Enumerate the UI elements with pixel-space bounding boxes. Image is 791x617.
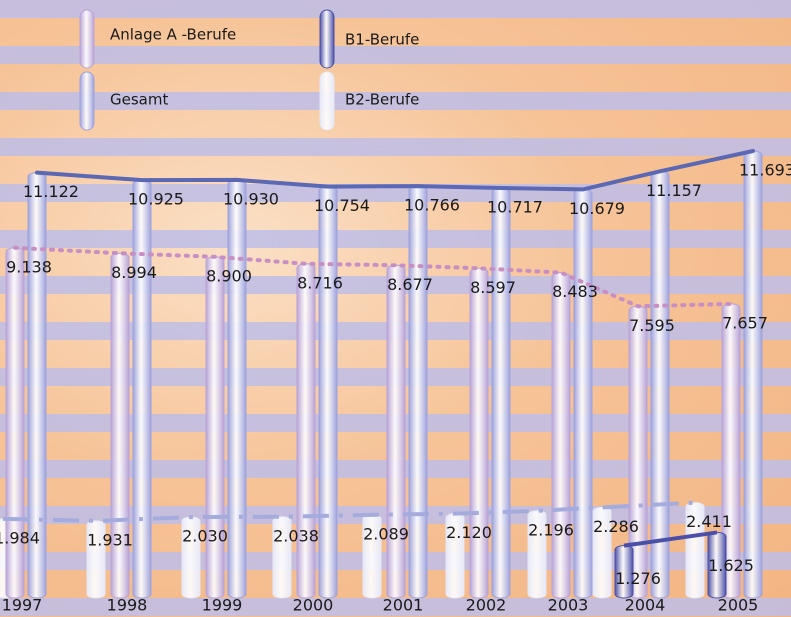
bar <box>574 189 592 598</box>
legend-label: B2-Berufe <box>345 91 419 109</box>
bar <box>470 268 488 598</box>
legend-label: Gesamt <box>110 91 168 109</box>
value-label: 7.657 <box>722 313 768 332</box>
value-label: 11.157 <box>646 181 702 200</box>
value-label: 8.677 <box>387 275 433 294</box>
legend-label: B1-Berufe <box>345 31 419 49</box>
legend-swatch <box>80 72 94 130</box>
value-label: 10.925 <box>128 190 184 209</box>
bar <box>133 180 151 598</box>
value-label: 2.120 <box>446 523 492 542</box>
value-label: 2.030 <box>182 527 228 546</box>
legend-swatch <box>80 10 94 68</box>
value-label: 8.994 <box>111 263 157 282</box>
value-label: 11.693 <box>739 161 791 180</box>
value-label: 2.411 <box>686 512 732 531</box>
value-label: 1.984 <box>0 528 40 547</box>
value-label: 7.595 <box>629 316 675 335</box>
bar <box>651 171 669 598</box>
value-label: 1.625 <box>708 556 754 575</box>
value-label: 2.089 <box>363 524 409 543</box>
bar <box>744 151 762 598</box>
value-label: 8.483 <box>552 282 598 301</box>
legend-swatch <box>320 72 334 130</box>
value-label: 10.679 <box>569 199 625 218</box>
legend-swatch <box>320 10 334 68</box>
value-label: 2.286 <box>593 517 639 536</box>
value-label: 1.276 <box>615 569 661 588</box>
value-label: 8.597 <box>470 278 516 297</box>
value-label: 1.931 <box>87 530 133 549</box>
value-label: 10.930 <box>223 189 279 208</box>
chart: Anlage A -Berufe B1-Berufe Gesamt B2-Berufe… <box>0 0 791 617</box>
value-label: 2.196 <box>528 520 574 539</box>
value-label: 10.766 <box>404 196 460 215</box>
value-label: 11.122 <box>23 182 79 201</box>
bar <box>492 188 510 598</box>
value-label: 2.038 <box>273 526 319 545</box>
bar <box>297 264 315 598</box>
bar <box>206 257 224 598</box>
bar <box>228 180 246 598</box>
value-label: 8.716 <box>297 273 343 292</box>
value-label: 10.717 <box>487 197 543 216</box>
bar <box>319 187 337 598</box>
chart-background: Anlage A -Berufe B1-Berufe Gesamt B2-Berufe… <box>0 0 791 617</box>
value-label: 8.900 <box>206 266 252 285</box>
bar <box>409 186 427 598</box>
legend-label: Anlage A -Berufe <box>110 26 236 44</box>
value-label: 9.138 <box>6 257 52 276</box>
bar <box>552 273 570 598</box>
bar <box>387 265 405 598</box>
value-label: 10.754 <box>314 196 370 215</box>
